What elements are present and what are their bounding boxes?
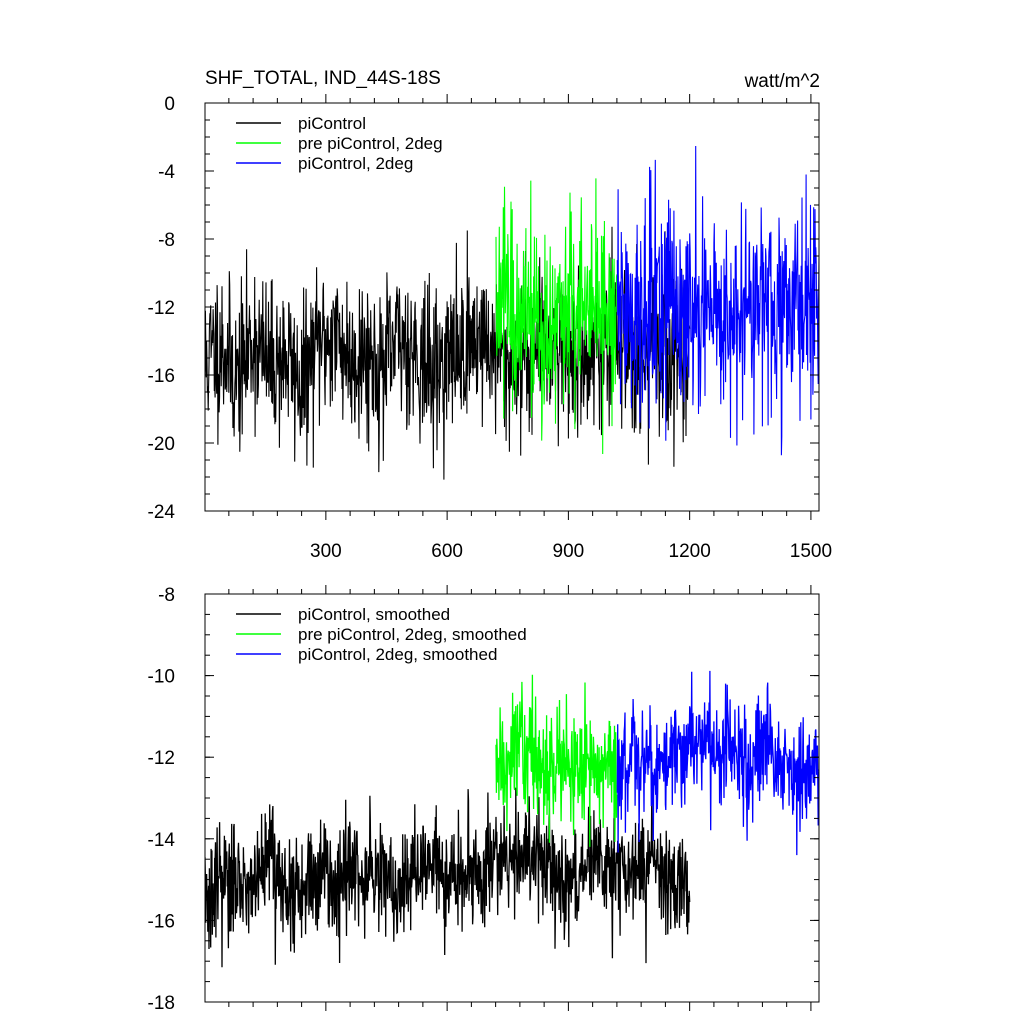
y-tick-label: -8 [158, 230, 175, 251]
y-tick-label: -24 [148, 502, 176, 523]
y-tick-label: -18 [148, 993, 175, 1014]
y-tick-label: -10 [148, 667, 175, 688]
series-line-picontrol [205, 226, 691, 480]
chart-title: SHF_TOTAL, IND_44S-18S [205, 68, 441, 89]
units-label: watt/m^2 [744, 71, 820, 92]
x-tick-label: 900 [553, 541, 585, 562]
y-tick-label: -16 [148, 911, 175, 932]
top-series-lines [205, 145, 819, 480]
x-tick-label: 1200 [669, 541, 711, 562]
y-tick-label: -12 [148, 748, 175, 769]
y-tick-label: 0 [164, 94, 175, 115]
series-line-pre-picontrol-2deg [495, 178, 618, 455]
y-tick-label: -4 [158, 162, 175, 183]
top-panel: SHF_TOTAL, IND_44S-18S watt/m^2 0 -4 -8 -12… [148, 68, 833, 562]
y-tick-label: -20 [148, 434, 175, 455]
series-line-picontrol-smoothed [205, 787, 691, 968]
series-line-picontrol-2deg-smoothed [616, 670, 819, 856]
legend-label: piControl, 2deg, smoothed [298, 645, 497, 664]
bottom-axis-ticks: -8 -10 -12 -14 -16 -18 [148, 585, 819, 1014]
y-tick-label: -14 [148, 830, 176, 851]
y-tick-label: -12 [148, 298, 175, 319]
x-tick-label: 600 [431, 541, 463, 562]
legend-label: pre piControl, 2deg [298, 134, 443, 153]
x-tick-label: 1500 [790, 541, 832, 562]
legend-label: piControl, 2deg [298, 154, 413, 173]
top-axis-ticks: 0 -4 -8 -12 -16 -20 -24 300 600 900 1200 1500 [148, 94, 832, 562]
y-tick-label: -8 [158, 585, 175, 606]
legend-label: piControl [298, 114, 366, 133]
bottom-series-lines [205, 670, 819, 968]
series-line-pre-picontrol-2deg-smoothed [495, 674, 618, 847]
bottom-panel: -8 -10 -12 -14 -16 -18 piControl, smoothedpre… [148, 585, 820, 1014]
y-tick-label: -16 [148, 366, 175, 387]
x-tick-label: 300 [310, 541, 342, 562]
legend-label: pre piControl, 2deg, smoothed [298, 625, 527, 644]
legend-label: piControl, smoothed [298, 605, 450, 624]
series-line-picontrol-2deg [616, 145, 819, 456]
